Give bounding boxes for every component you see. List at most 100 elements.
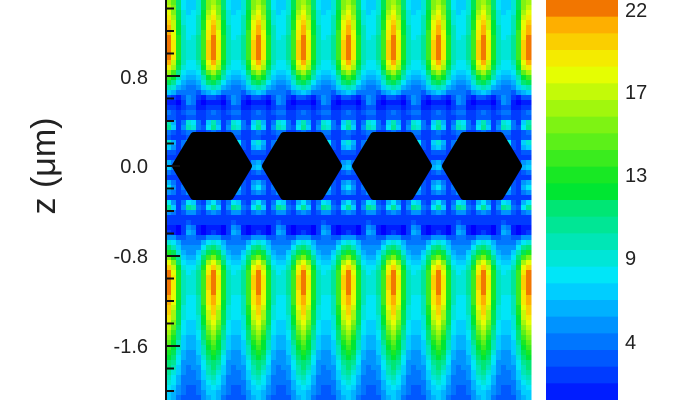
heatmap-cell	[331, 70, 337, 76]
heatmap-cell	[186, 195, 192, 201]
heatmap-cell	[361, 40, 367, 46]
heatmap-cell	[471, 255, 477, 261]
heatmap-cell	[481, 295, 487, 301]
heatmap-cell	[206, 270, 212, 276]
heatmap-cell	[296, 300, 302, 306]
heatmap-cell	[326, 265, 332, 271]
heatmap-cell	[181, 80, 187, 86]
heatmap-cell	[326, 225, 332, 231]
heatmap-cell	[211, 65, 217, 71]
heatmap-cell	[301, 60, 307, 66]
heatmap-cell	[191, 335, 197, 341]
heatmap-cell	[511, 20, 517, 26]
heatmap-cell	[446, 135, 452, 141]
heatmap-cell	[206, 125, 212, 131]
heatmap-cell	[411, 265, 417, 271]
heatmap-cell	[431, 85, 437, 91]
heatmap-cell	[521, 15, 527, 21]
heatmap-cell	[241, 75, 247, 81]
heatmap-cell	[451, 285, 457, 291]
heatmap-cell	[471, 280, 477, 286]
heatmap-cell	[526, 45, 532, 51]
heatmap-cell	[171, 130, 177, 136]
heatmap-cell	[301, 330, 307, 336]
heatmap-cell	[321, 295, 327, 301]
heatmap-cell	[461, 320, 467, 326]
heatmap-cell	[446, 230, 452, 236]
heatmap-cell	[471, 270, 477, 276]
heatmap-cell	[311, 35, 317, 41]
heatmap-cell	[226, 110, 232, 116]
heatmap-cell	[306, 65, 312, 71]
heatmap-cell	[481, 50, 487, 56]
heatmap-cell	[286, 10, 292, 16]
heatmap-cell	[471, 5, 477, 11]
heatmap-cell	[341, 280, 347, 286]
heatmap-cell	[251, 105, 257, 111]
heatmap-cell	[366, 315, 372, 321]
heatmap-cell	[346, 140, 352, 146]
heatmap-cell	[311, 110, 317, 116]
heatmap-cell	[481, 200, 487, 206]
heatmap-cell	[401, 60, 407, 66]
heatmap-cell	[426, 105, 432, 111]
heatmap-cell	[311, 40, 317, 46]
heatmap-cell	[201, 125, 207, 131]
heatmap-cell	[516, 260, 522, 266]
heatmap-cell	[391, 125, 397, 131]
heatmap-cell	[516, 25, 522, 31]
heatmap-cell	[176, 190, 182, 196]
heatmap-cell	[176, 130, 182, 136]
heatmap-cell	[426, 130, 432, 136]
heatmap-cell	[436, 270, 442, 276]
heatmap-cell	[391, 120, 397, 126]
heatmap-cell	[441, 305, 447, 311]
heatmap-cell	[176, 150, 182, 156]
heatmap-cell	[291, 15, 297, 21]
heatmap-cell	[181, 195, 187, 201]
heatmap-cell	[256, 230, 262, 236]
heatmap-cell	[466, 275, 472, 281]
heatmap-cell	[421, 30, 427, 36]
heatmap-cell	[341, 15, 347, 21]
heatmap-cell	[286, 220, 292, 226]
heatmap-cell	[176, 300, 182, 306]
heatmap-cell	[276, 5, 282, 11]
heatmap-cell	[246, 5, 252, 11]
heatmap-cell	[511, 110, 517, 116]
heatmap-cell	[331, 205, 337, 211]
heatmap-cell	[516, 120, 522, 126]
heatmap-cell	[476, 260, 482, 266]
heatmap-cell	[446, 185, 452, 191]
heatmap-cell	[236, 110, 242, 116]
heatmap-cell	[271, 15, 277, 21]
heatmap-cell	[511, 325, 517, 331]
heatmap-cell	[336, 170, 342, 176]
heatmap-cell	[186, 45, 192, 51]
heatmap-cell	[196, 35, 202, 41]
heatmap-cell	[431, 210, 437, 216]
heatmap-cell	[306, 340, 312, 346]
heatmap-cell	[321, 5, 327, 11]
heatmap-cell	[181, 95, 187, 101]
heatmap-cell	[246, 310, 252, 316]
heatmap-cell	[466, 20, 472, 26]
heatmap-cell	[281, 110, 287, 116]
heatmap-cell	[451, 100, 457, 106]
heatmap-cell	[266, 40, 272, 46]
heatmap-cell	[436, 0, 442, 6]
heatmap-cell	[251, 220, 257, 226]
heatmap-cell	[316, 105, 322, 111]
heatmap-cell	[491, 325, 497, 331]
heatmap-cell	[421, 65, 427, 71]
heatmap-cell	[171, 85, 177, 91]
heatmap-cell	[366, 325, 372, 331]
heatmap-cell	[391, 205, 397, 211]
heatmap-cell	[521, 330, 527, 336]
heatmap-cell	[236, 15, 242, 21]
heatmap-cell	[506, 125, 512, 131]
heatmap-cell	[406, 70, 412, 76]
heatmap-cell	[516, 15, 522, 21]
heatmap-cell	[326, 35, 332, 41]
heatmap-cell	[286, 320, 292, 326]
